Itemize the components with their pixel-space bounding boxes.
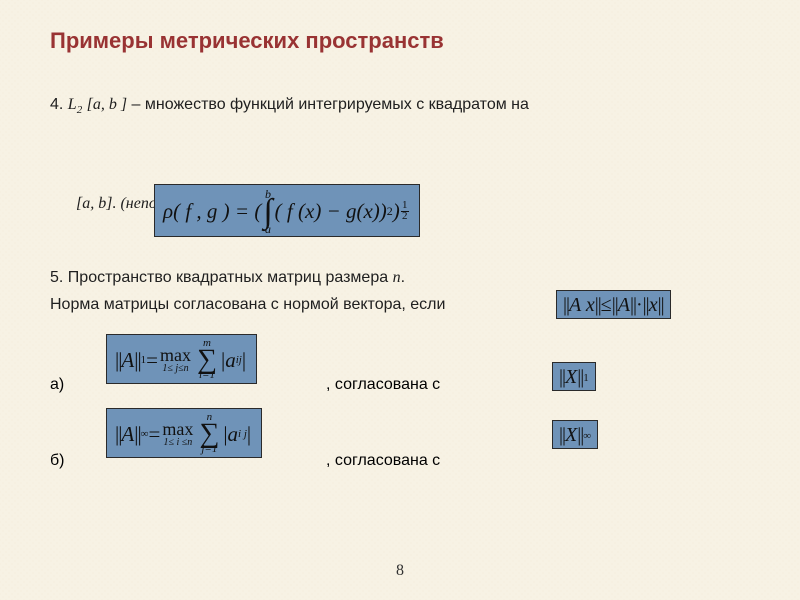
eq-Xinf-container: ||X||∞ bbox=[552, 420, 598, 449]
eq-ineq-box: ||A x|| ≤ ||A||·||x|| bbox=[556, 290, 671, 319]
item5-line: 5. Пространство квадратных матриц размер… bbox=[50, 269, 405, 287]
outer-power-frac: 1 2 bbox=[401, 201, 409, 222]
item5-n: n bbox=[393, 269, 401, 286]
ineq-lhs: A x bbox=[569, 294, 595, 317]
norm-line: Норма матрицы согласована с нормой векто… bbox=[50, 296, 445, 314]
ineq-r1: A bbox=[618, 294, 630, 317]
eq-Xinf-box: ||X||∞ bbox=[552, 420, 598, 449]
A1-bar-close: | bbox=[242, 348, 246, 373]
int-symbol: ∫ bbox=[263, 200, 272, 224]
eq-Ainf-math: ||A||∞ = max 1≤ i ≤n n ∑ j=1 |ai j| bbox=[115, 413, 251, 455]
eq-A1-container: ||A||1 = max 1≤ j≤n m ∑ i=1 |aij| bbox=[106, 334, 257, 384]
slide: Примеры метрических пространств 4. L2 [a… bbox=[0, 0, 800, 600]
Ainf-sub: ∞ bbox=[141, 428, 149, 440]
Ainf-bar-close: | bbox=[247, 422, 251, 447]
eq-ineq-container: ||A x|| ≤ ||A||·||x|| bbox=[556, 290, 671, 319]
int-lower: a bbox=[265, 224, 271, 235]
item4-dash: – bbox=[127, 96, 145, 113]
slide-title: Примеры метрических пространств bbox=[50, 28, 750, 54]
item4-desc1: множество функций интегрируемых с квадра… bbox=[145, 96, 529, 113]
Ainf-max-text: max bbox=[162, 421, 193, 438]
eq-ineq-math: ||A x|| ≤ ||A||·||x|| bbox=[563, 294, 664, 317]
item4-prefix: 4. bbox=[50, 96, 68, 113]
integral-icon: b ∫ a bbox=[263, 189, 272, 234]
page-number: 8 bbox=[0, 562, 800, 580]
A1-inner: A bbox=[121, 348, 134, 373]
after-b: , согласована с bbox=[326, 452, 440, 470]
A1-max: max 1≤ j≤n bbox=[160, 347, 191, 374]
outer-close: ) bbox=[393, 199, 400, 224]
ineq-r2: x bbox=[649, 294, 658, 317]
Ainf-a: a bbox=[228, 422, 239, 447]
rho-symbol: ρ bbox=[163, 199, 173, 224]
item5-dot: . bbox=[401, 269, 405, 286]
item4-space-symbol: L bbox=[68, 96, 77, 113]
eq-Ainf-container: ||A||∞ = max 1≤ i ≤n n ∑ j=1 |ai j| bbox=[106, 408, 262, 458]
A1-max-text: max bbox=[160, 347, 191, 364]
A1-sum-symbol: ∑ bbox=[197, 349, 217, 371]
ineq-cdot: · bbox=[636, 294, 643, 317]
ineq-leq: ≤ bbox=[601, 294, 612, 317]
X1-inner: X bbox=[565, 366, 577, 389]
frac-den: 2 bbox=[401, 211, 409, 222]
label-b: б) bbox=[50, 452, 65, 470]
rho-args: ( f , g ) = ( bbox=[173, 199, 261, 224]
eq-X1-container: ||X||1 bbox=[552, 362, 596, 391]
norm-close-3: || bbox=[658, 294, 664, 317]
label-a: а) bbox=[50, 376, 64, 394]
eq-A1-box: ||A||1 = max 1≤ j≤n m ∑ i=1 |aij| bbox=[106, 334, 257, 384]
eq-A1-math: ||A||1 = max 1≤ j≤n m ∑ i=1 |aij| bbox=[115, 339, 246, 381]
eq-Xinf-math: ||X||∞ bbox=[559, 424, 591, 447]
Ainf-a-sub: i j bbox=[238, 428, 247, 440]
A1-max-cond: 1≤ j≤n bbox=[162, 364, 188, 374]
X1-sub: 1 bbox=[583, 372, 589, 384]
Ainf-sum-lower: j=1 bbox=[201, 445, 217, 455]
slide-content: Примеры метрических пространств 4. L2 [a… bbox=[50, 28, 750, 118]
item5-text: 5. Пространство квадратных матриц размер… bbox=[50, 269, 393, 286]
A1-a: a bbox=[225, 348, 236, 373]
eq-rho-math: ρ( f , g ) = ( b ∫ a ( f (x) − g(x))2 ) … bbox=[163, 189, 409, 234]
eq-rho-box: ρ( f , g ) = ( b ∫ a ( f (x) − g(x))2 ) … bbox=[154, 184, 420, 237]
Ainf-sum-icon: n ∑ j=1 bbox=[199, 413, 219, 455]
eq-Ainf-box: ||A||∞ = max 1≤ i ≤n n ∑ j=1 |ai j| bbox=[106, 408, 262, 458]
Xinf-sub: ∞ bbox=[583, 430, 591, 442]
A1-sum-lower: i=1 bbox=[199, 371, 215, 381]
item4-interval: [a, b ] bbox=[87, 96, 127, 113]
item4-space-sub: 2 bbox=[77, 104, 83, 116]
Ainf-max: max 1≤ i ≤n bbox=[162, 421, 193, 448]
eq-X1-box: ||X||1 bbox=[552, 362, 596, 391]
after-a: , согласована с bbox=[326, 376, 440, 394]
A1-sum-icon: m ∑ i=1 bbox=[197, 339, 217, 381]
A1-eq: = bbox=[146, 348, 158, 373]
Ainf-sum-symbol: ∑ bbox=[199, 423, 219, 445]
Ainf-max-cond: 1≤ i ≤n bbox=[163, 438, 192, 448]
eq-rho-container: ρ( f , g ) = ( b ∫ a ( f (x) − g(x))2 ) … bbox=[154, 184, 420, 237]
Ainf-inner: A bbox=[121, 422, 134, 447]
integrand: ( f (x) − g(x)) bbox=[275, 199, 387, 224]
eq-X1-math: ||X||1 bbox=[559, 366, 589, 389]
Xinf-inner: X bbox=[565, 424, 577, 447]
Ainf-eq: = bbox=[149, 422, 161, 447]
item4-line1: 4. L2 [a, b ] – множество функций интегр… bbox=[50, 94, 750, 118]
